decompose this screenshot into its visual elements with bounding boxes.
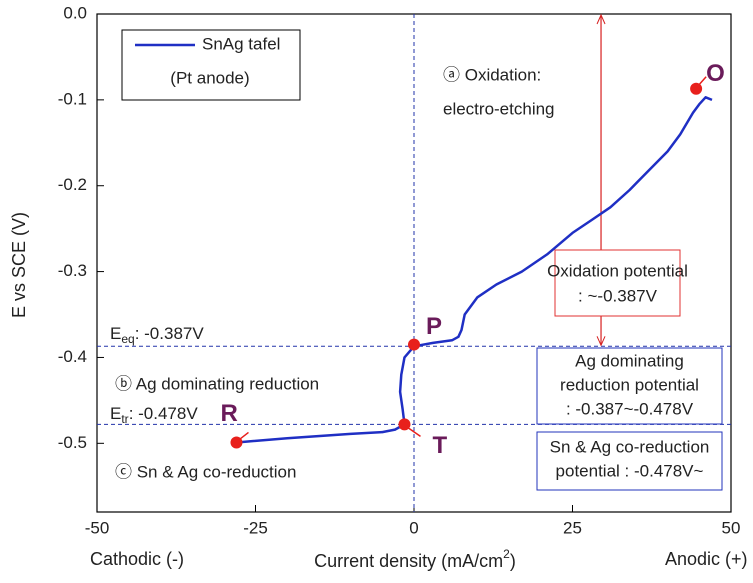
annotation: electro-etching	[443, 99, 555, 118]
annotation: ⓐ Oxidation:	[443, 65, 541, 84]
annotation: ⓑ Ag dominating reduction	[115, 374, 319, 393]
point-marker	[398, 418, 411, 431]
legend-box	[121, 29, 301, 101]
point-marker	[230, 436, 243, 449]
ref-rest: : -0.387V	[135, 324, 205, 343]
pointer	[239, 431, 249, 441]
x-tick-label: -50	[85, 518, 110, 537]
point-marker	[408, 338, 420, 351]
pointer	[407, 426, 421, 438]
ref-main: E	[110, 324, 121, 343]
ref-sub: tr	[121, 412, 128, 426]
annotation: ⓒ Sn & Ag co-reduction	[115, 462, 296, 481]
info-box-text: Ag dominating	[575, 351, 684, 370]
y-tick-label: -0.1	[58, 89, 87, 108]
point-label: T	[432, 432, 447, 459]
info-box-text: potential : -0.478V~	[556, 461, 704, 480]
x-axis-label: Current density (mA/cm2)	[314, 547, 516, 571]
ref-main: E	[110, 404, 121, 423]
info-box	[536, 347, 723, 425]
info-box	[554, 249, 681, 317]
y-tick-label: -0.3	[58, 261, 87, 280]
reference-label: Etr: -0.478V	[110, 404, 198, 426]
x-axis-label-sup: 2	[503, 547, 510, 561]
cathodic-label: Cathodic (-)	[90, 549, 184, 569]
legend-label: SnAg tafel	[202, 34, 280, 53]
anodic-label: Anodic (+)	[665, 549, 748, 569]
arrow-head	[596, 13, 606, 25]
point-label: P	[426, 313, 442, 340]
info-box-text: : -0.387~-0.478V	[566, 399, 694, 418]
y-tick-label: -0.4	[58, 347, 87, 366]
info-box-text: reduction potential	[560, 375, 699, 394]
y-tick-label: -0.2	[58, 175, 87, 194]
x-tick-label: 0	[409, 518, 418, 537]
x-axis-label-main: Current density (mA/cm	[314, 551, 503, 571]
info-box-text: : ~-0.387V	[578, 286, 658, 305]
x-tick-label: 50	[722, 518, 741, 537]
ref-rest: : -0.478V	[129, 404, 199, 423]
y-axis-label: E vs SCE (V)	[9, 212, 29, 318]
ref-sub: eq	[121, 332, 134, 346]
point-marker	[690, 82, 703, 95]
info-box	[536, 431, 723, 491]
legend-note: (Pt anode)	[170, 68, 249, 87]
info-box-text: Oxidation potential	[547, 261, 688, 280]
x-tick-label: 25	[563, 518, 582, 537]
x-axis-label-end: )	[510, 551, 516, 571]
y-tick-label: 0.0	[63, 3, 87, 22]
info-box-text: Sn & Ag co-reduction	[550, 437, 710, 456]
point-label: O	[706, 60, 725, 87]
x-tick-label: -25	[243, 518, 268, 537]
y-tick-label: -0.5	[58, 433, 87, 452]
reference-label: Eeq: -0.387V	[110, 324, 204, 346]
arrow-head	[596, 336, 606, 347]
point-label: R	[220, 400, 237, 427]
